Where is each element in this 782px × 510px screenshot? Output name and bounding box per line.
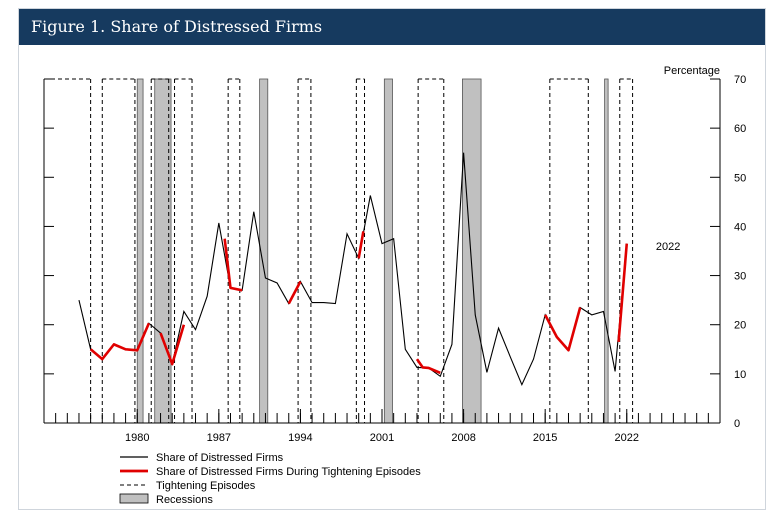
x-tick-label-1987: 1987 <box>207 432 231 444</box>
y-tick-label-0: 0 <box>734 418 740 430</box>
recession-band-3 <box>383 78 393 424</box>
recession-band-4 <box>462 78 482 424</box>
y-tick-label-10: 10 <box>734 369 746 381</box>
x-tick-label-1994: 1994 <box>288 432 312 444</box>
y-tick-label-70: 70 <box>734 74 746 86</box>
x-tick-label-2008: 2008 <box>451 432 475 444</box>
series-line-tightening-segment-4 <box>357 231 365 259</box>
series-line-tightening-segment-7 <box>617 243 629 343</box>
legend-label-1: Share of Distressed Firms During Tighten… <box>156 466 421 478</box>
series-lines <box>78 152 629 387</box>
tightening-episode-1 <box>101 78 136 423</box>
y-tick-label-20: 20 <box>734 320 746 332</box>
tightening-episode-3 <box>174 78 193 423</box>
series-line-tightening-segment-2 <box>223 238 243 292</box>
legend-label-3: Recessions <box>156 494 213 506</box>
y-tick-label-60: 60 <box>734 123 746 135</box>
tightening-episode-6 <box>355 78 366 423</box>
x-tick-label-2001: 2001 <box>370 432 394 444</box>
y-tick-label-50: 50 <box>734 172 746 184</box>
tightening-episode-9 <box>619 78 634 423</box>
axes: 0 10 20 30 40 50 60 70 1980 1987 1994 2001 2008 2015 2… <box>43 74 746 444</box>
recession-band-5 <box>604 78 609 424</box>
y-tick-label-30: 30 <box>734 271 746 283</box>
legend-label-0: Share of Distressed Firms <box>156 452 284 464</box>
series-line-tightening-segment-3 <box>287 280 302 305</box>
tightening-episode-2 <box>150 78 170 423</box>
x-tick-label-2022: 2022 <box>615 432 639 444</box>
tightening-episode-0 <box>43 78 92 423</box>
tightening-episode-4 <box>227 78 241 423</box>
series-line-tightening-segment-0 <box>89 322 151 361</box>
x-tick-label-1980: 1980 <box>125 432 149 444</box>
legend: Share of Distressed Firms Share of Distre… <box>119 452 421 506</box>
tightening-episode-8 <box>549 78 589 423</box>
tightening-episode-5 <box>297 78 312 423</box>
tightening-episode-markers <box>43 78 634 423</box>
series-line-tightening-segment-5 <box>415 358 441 375</box>
recession-bands <box>136 78 609 424</box>
legend-label-2: Tightening Episodes <box>156 480 256 492</box>
series-line-tightening-segment-1 <box>159 324 186 366</box>
figure-title: Figure 1. Share of Distressed Firms <box>31 17 323 36</box>
legend-swatch-recessions <box>119 493 149 504</box>
recession-band-0 <box>136 78 144 424</box>
y-tick-label-40: 40 <box>734 221 746 233</box>
x-tick-label-2015: 2015 <box>533 432 557 444</box>
annotation-2022: 2022 <box>656 241 680 253</box>
figure-header: Figure 1. Share of Distressed Firms <box>19 9 765 45</box>
tightening-episode-7 <box>417 78 445 423</box>
series-line-tightening-segment-6 <box>544 307 582 352</box>
y-axis-label: Percentage <box>664 65 720 77</box>
